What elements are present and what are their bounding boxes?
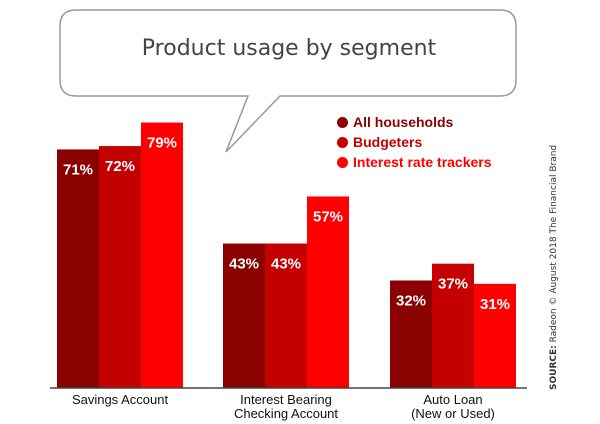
bar-auto-loan-new-or-used-all-households — [390, 280, 432, 388]
category-label-auto-loan-new-or-used-line-2: (New or Used) — [411, 406, 495, 421]
category-labels-layer: Savings Account Interest BearingChecking … — [72, 392, 495, 421]
legend-dot-all-households — [337, 116, 348, 128]
data-label-interest-bearing-checking-account-budgeters: 43% — [271, 256, 301, 273]
category-label-auto-loan-new-or-used-line-1: Auto Loan — [423, 392, 482, 407]
legend-label-budgeters: Budgeters — [353, 134, 423, 150]
legend-label-interest-rate-trackers: Interest rate trackers — [353, 154, 492, 170]
data-label-savings-account-budgeters: 72% — [105, 158, 135, 175]
data-label-auto-loan-new-or-used-interest-rate-trackers: 31% — [480, 296, 510, 313]
data-label-interest-bearing-checking-account-all-households: 43% — [229, 256, 259, 273]
data-label-savings-account-all-households: 71% — [63, 161, 93, 178]
bar-interest-bearing-checking-account-budgeters — [265, 243, 307, 388]
category-label-interest-bearing-checking-account-line-2: Checking Account — [234, 406, 338, 421]
legend-item-all-households: All households — [337, 112, 492, 132]
bar-auto-loan-new-or-used-budgeters — [432, 263, 474, 388]
data-label-auto-loan-new-or-used-all-households: 32% — [396, 292, 426, 309]
category-label-interest-bearing-checking-account-line-1: Interest Bearing — [240, 392, 332, 407]
source-text: Radeon © August 2018 The Financial Brand — [549, 144, 559, 346]
legend-item-budgeters: Budgeters — [337, 132, 492, 152]
bars-layer — [57, 122, 516, 388]
legend-label-all-households: All households — [353, 114, 454, 130]
category-label-savings-account: Savings Account — [72, 392, 169, 407]
chart-title: Product usage by segment — [141, 36, 437, 61]
legend-item-interest-rate-trackers: Interest rate trackers — [337, 152, 492, 172]
legend: All households Budgeters Interest rate t… — [337, 112, 492, 172]
bar-interest-bearing-checking-account-interest-rate-trackers — [307, 196, 349, 388]
legend-dot-interest-rate-trackers — [337, 156, 348, 168]
source-note: SOURCE: Radeon © August 2018 The Financi… — [549, 145, 559, 390]
data-label-interest-bearing-checking-account-interest-rate-trackers: 57% — [313, 208, 343, 225]
data-labels-layer: 71% 72% 79% 43% 43% 57% 32% 37% 31% — [63, 135, 510, 313]
source-prefix: SOURCE: — [549, 345, 559, 390]
bar-interest-bearing-checking-account-all-households — [223, 243, 265, 388]
title-speech-bubble — [59, 9, 517, 153]
bar-savings-account-interest-rate-trackers — [141, 122, 183, 388]
bar-savings-account-all-households — [57, 149, 99, 388]
data-label-auto-loan-new-or-used-budgeters: 37% — [438, 276, 468, 293]
data-label-savings-account-interest-rate-trackers: 79% — [147, 135, 177, 152]
bar-auto-loan-new-or-used-interest-rate-trackers — [474, 283, 516, 388]
legend-dot-budgeters — [337, 136, 348, 148]
bar-savings-account-budgeters — [99, 146, 141, 388]
